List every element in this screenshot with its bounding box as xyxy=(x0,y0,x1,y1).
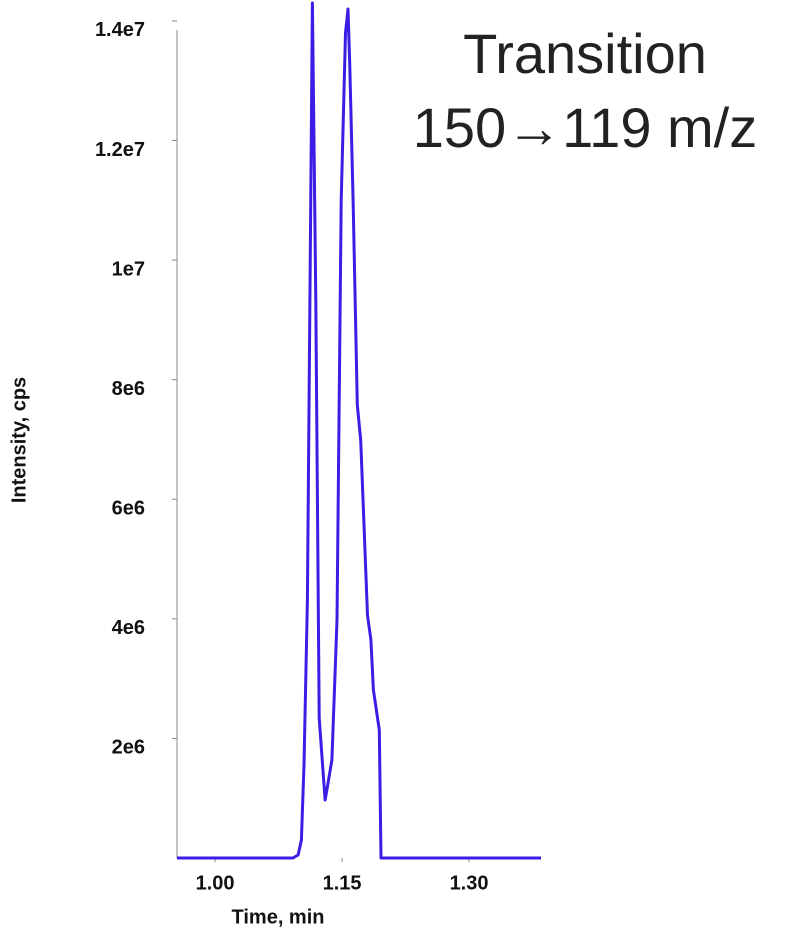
line xyxy=(177,1,541,860)
y-tick-label: 4e6 xyxy=(112,617,145,639)
y-tick-label: 2e6 xyxy=(112,737,145,759)
x-axis-title: Time, min xyxy=(232,906,325,928)
x-tick-label: 1.00 xyxy=(196,872,235,894)
x-tick-label: 1.30 xyxy=(450,872,489,894)
y-tick-label: 6e6 xyxy=(112,498,145,520)
chart-title: 150→119 m/z xyxy=(413,96,757,159)
y-tick-label: 1.2e7 xyxy=(95,139,145,161)
y-tick-label: 8e6 xyxy=(112,378,145,400)
x-tick-label: 1.15 xyxy=(323,872,362,894)
y-axis-title: Intensity, cps xyxy=(8,377,30,503)
y-tick-label: 1.4e7 xyxy=(95,19,145,41)
y-tick-label: 1e7 xyxy=(112,258,145,280)
chart-title: Transition xyxy=(463,22,707,85)
